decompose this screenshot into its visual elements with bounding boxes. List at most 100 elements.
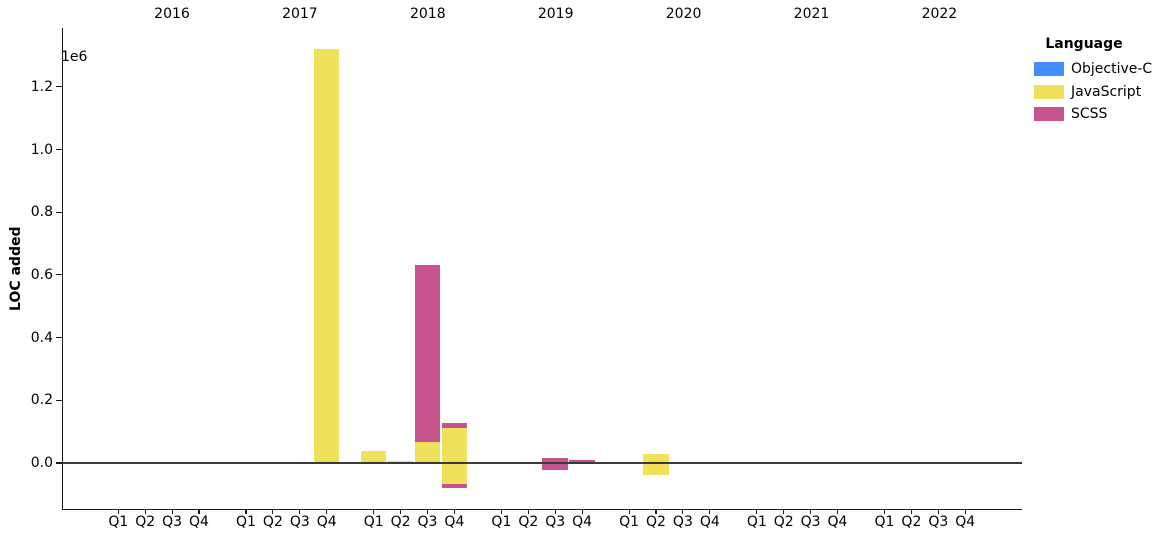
legend-item: JavaScript [1028,81,1168,104]
x-tick-label-quarter: Q3 [545,514,566,530]
year-label: 2019 [537,6,574,22]
x-tick-mark [581,509,583,514]
bar-2019-Q4-scss [569,459,595,463]
x-tick-mark [682,509,684,514]
y-tick-label: 0.6 [30,266,53,283]
x-tick-label-quarter: Q3 [289,514,310,530]
x-tick-label-quarter: Q4 [444,514,465,530]
bar-2018-Q4-javascript [441,463,468,484]
x-tick-label-quarter: Q1 [874,514,895,530]
bar-2020-Q2-javascript [643,453,669,463]
legend-item: Objective-C [1028,58,1168,81]
legend-item-label: SCSS [1071,106,1108,123]
x-tick-mark [709,509,711,514]
x-tick-label-quarter: Q1 [746,514,767,530]
x-tick-label-quarter: Q1 [619,514,640,530]
x-tick-label-quarter: Q4 [699,514,720,530]
x-tick-label-quarter: Q2 [390,514,411,530]
y-tick-label: 0.8 [30,204,53,221]
legend-items: Objective-C JavaScript SCSS [1028,58,1168,126]
bar-2018-Q4-scss [441,483,468,488]
y-tick-mark [56,337,62,339]
x-tick-label-quarter: Q4 [189,514,209,530]
x-tick-mark [198,509,200,514]
bar-2018-Q2-javascript [387,461,414,463]
y-tick-mark [56,399,62,401]
y-tick-mark [56,148,62,151]
bar-2018-Q3-javascript [414,441,441,463]
x-tick-mark [500,509,502,514]
y-tick-label: 0.0 [30,455,53,471]
x-tick-mark [373,509,375,514]
y-tick-mark [56,211,62,213]
x-tick-label-quarter: Q2 [901,514,922,530]
y-tick-label: 0.4 [30,329,53,346]
year-label: 2017 [282,6,318,22]
x-tick-mark [400,509,402,514]
x-axis-spine [62,509,1022,511]
x-tick-label-quarter: Q1 [363,514,384,530]
x-tick-label-quarter: Q2 [646,514,666,530]
bar-2018-Q1-javascript [360,451,387,463]
x-tick-label-quarter: Q3 [162,514,183,530]
x-tick-label-quarter: Q2 [518,514,539,530]
x-tick-mark [883,509,886,514]
x-tick-label-quarter: Q4 [955,514,976,530]
x-tick-mark [783,509,785,514]
x-tick-label-quarter: Q3 [800,514,821,530]
bar-2018-Q4-javascript [441,428,468,463]
bar-2019-Q3-scss [542,463,568,470]
x-tick-mark [628,509,630,514]
x-tick-mark [937,509,939,514]
x-tick-label-quarter: Q2 [262,514,283,530]
legend: Language Objective-C JavaScript SCSS [1028,36,1168,126]
x-tick-label-quarter: Q1 [108,514,129,530]
bar-2020-Q2-javascript [643,463,669,475]
bar-2018-Q3-scss [414,264,441,442]
bar-2017-Q4-javascript [313,48,340,463]
x-tick-mark [836,509,839,514]
y-tick-mark [56,86,62,88]
x-tick-mark [117,509,119,514]
y-axis-spine [62,28,64,509]
x-tick-mark [453,509,455,514]
x-tick-mark [756,509,758,514]
legend-item-label: JavaScript [1071,83,1142,100]
legend-item: SCSS [1028,103,1168,126]
year-label: 2020 [665,6,702,22]
legend-swatch-scss-icon [1034,107,1064,122]
y-tick-mark [56,274,62,276]
x-tick-label-quarter: Q3 [672,514,693,530]
legend-swatch-objective-c-icon [1034,62,1064,77]
bar-2019-Q3-scss [542,457,568,463]
x-tick-mark [910,509,912,514]
y-tick-mark [56,462,62,464]
x-tick-mark [964,509,966,514]
x-tick-mark [810,509,812,514]
legend-title: Language [1045,36,1123,52]
x-tick-mark [299,509,301,514]
x-tick-label-quarter: Q2 [135,514,156,530]
x-tick-mark [527,509,529,514]
year-label: 2022 [921,6,958,22]
x-tick-label-quarter: Q1 [491,514,512,530]
x-tick-mark [171,509,173,514]
x-tick-label-quarter: Q3 [417,514,438,530]
x-tick-mark [655,509,657,514]
x-tick-mark [272,509,274,514]
legend-item-label: Objective-C [1071,61,1153,78]
x-tick-label-quarter: Q4 [572,514,593,530]
y-tick-label: 1.0 [30,141,53,158]
x-tick-label-quarter: Q4 [827,514,848,530]
x-tick-mark [326,509,328,514]
legend-swatch-javascript-icon [1034,84,1064,99]
year-label: 2016 [154,6,190,22]
y-tick-label: 1.2 [30,78,53,95]
zero-baseline [62,462,1022,464]
x-tick-label-quarter: Q4 [316,514,337,530]
x-tick-label-quarter: Q1 [236,514,256,530]
year-label: 2021 [793,6,830,22]
x-tick-mark [144,509,146,514]
x-tick-mark [426,509,429,514]
x-tick-mark [554,509,556,514]
